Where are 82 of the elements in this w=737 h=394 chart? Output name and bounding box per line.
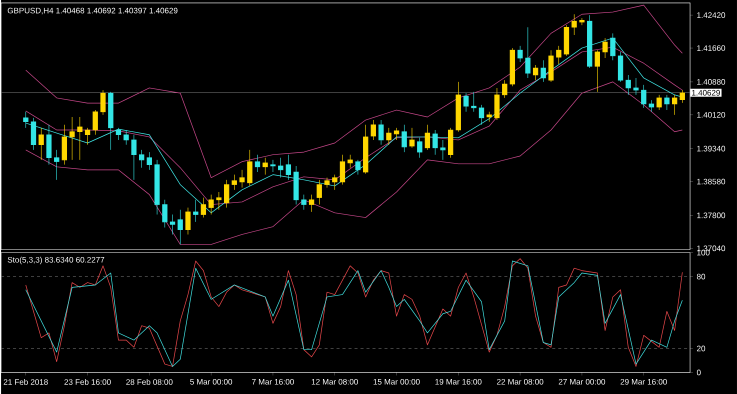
candlestick <box>116 127 122 140</box>
candlestick <box>340 154 346 185</box>
candlestick <box>108 91 114 150</box>
candlestick <box>348 154 353 168</box>
candlestick <box>355 159 361 175</box>
candlestick <box>100 90 106 115</box>
candlestick <box>162 199 168 228</box>
candlestick <box>247 149 252 186</box>
candlestick <box>463 92 469 112</box>
candlestick <box>308 194 314 212</box>
candlestick <box>324 177 330 188</box>
candlestick <box>424 124 430 150</box>
candlestick <box>448 127 454 158</box>
candlestick <box>124 129 129 145</box>
candlestick <box>363 124 368 174</box>
candlestick <box>440 139 446 160</box>
candlestick <box>548 50 554 82</box>
candlestick <box>316 179 322 205</box>
candlestick <box>46 124 52 165</box>
candlestick <box>386 127 392 145</box>
line-series <box>25 81 683 245</box>
candlestick <box>185 207 191 235</box>
candlestick <box>409 127 415 148</box>
candlestick <box>294 165 299 205</box>
candlestick <box>92 110 98 135</box>
candlestick <box>332 174 338 190</box>
candlestick <box>262 157 268 175</box>
candlestick <box>579 18 585 26</box>
candlestick <box>30 117 36 150</box>
candlestick <box>131 134 137 180</box>
candlestick <box>594 50 600 92</box>
candlestick <box>370 120 376 140</box>
candlestick <box>486 111 492 122</box>
candlestick <box>200 197 206 218</box>
candlestick <box>633 77 639 95</box>
candlestick <box>556 45 562 64</box>
candlestick <box>154 159 160 215</box>
candlestick <box>402 124 407 152</box>
candlestick <box>664 94 670 110</box>
candlestick <box>77 116 82 160</box>
candlestick <box>84 127 90 145</box>
candlestick <box>672 94 678 115</box>
candlestick <box>618 51 624 82</box>
candlestick <box>62 124 68 165</box>
candlestick <box>510 48 516 86</box>
candlestick <box>540 60 546 82</box>
candlestick <box>286 154 292 180</box>
candlestick <box>301 194 306 210</box>
candlestick <box>417 137 422 158</box>
candlestick <box>278 157 284 178</box>
candlestick <box>478 104 484 125</box>
candlestick <box>626 74 631 95</box>
candlestick <box>502 80 508 98</box>
candlestick <box>54 149 60 180</box>
candlestick <box>656 94 662 110</box>
candlestick <box>38 127 44 160</box>
candlestick <box>602 38 608 58</box>
candlestick <box>394 127 400 140</box>
candlestick <box>239 169 245 188</box>
candlestick <box>70 116 75 160</box>
candlestick <box>456 81 461 132</box>
candlestick <box>146 152 152 170</box>
candlestick <box>564 24 570 56</box>
candlestick <box>232 174 237 190</box>
candlestick <box>170 214 176 235</box>
candlestick <box>139 149 144 168</box>
candlestick <box>648 100 654 112</box>
candlestick <box>178 209 183 245</box>
candlestick <box>641 84 646 108</box>
candlestick <box>224 179 230 208</box>
candlestick <box>680 90 685 103</box>
candlestick <box>525 26 530 78</box>
candlestick <box>216 191 222 210</box>
candlestick <box>494 87 500 120</box>
candlestick <box>432 129 438 155</box>
candlestick <box>254 154 260 172</box>
candlestick <box>518 45 523 62</box>
candlestick <box>532 64 538 80</box>
candlestick <box>378 120 384 145</box>
candlestick <box>270 159 276 172</box>
candlestick <box>208 194 214 215</box>
candlestick <box>572 14 577 36</box>
